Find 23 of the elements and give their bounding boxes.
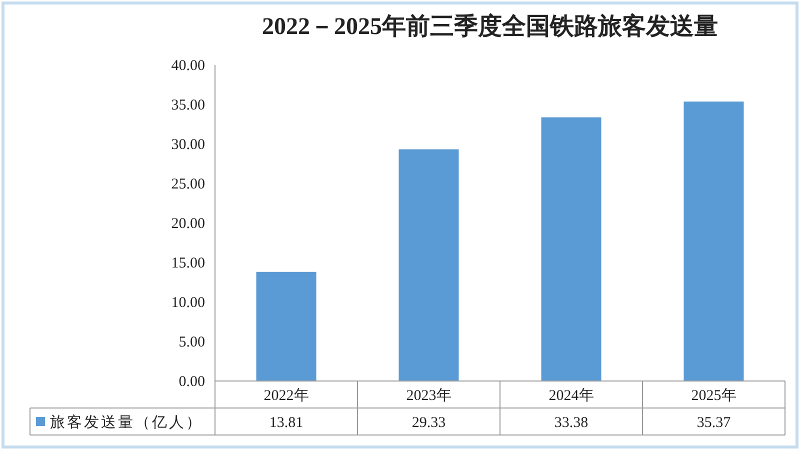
data-label: 33.38 (554, 415, 588, 431)
y-tick-label: 35.00 (171, 98, 205, 114)
x-tick-label: 2022年 (264, 387, 309, 404)
bar (684, 102, 744, 381)
y-tick-label: 30.00 (171, 137, 205, 153)
bar (256, 272, 316, 381)
bar (398, 149, 459, 381)
data-label: 13.81 (269, 415, 304, 431)
y-tick-label: 40.00 (171, 58, 205, 74)
legend-label: 旅客发送量（亿人） (50, 413, 203, 431)
y-tick-label: 10.00 (171, 295, 205, 311)
y-tick-label: 25.00 (171, 176, 205, 192)
data-label: 29.33 (412, 415, 446, 431)
x-tick-label: 2023年 (406, 387, 452, 404)
chart-title: 2022－2025年前三季度全国铁路旅客发送量 (262, 13, 718, 40)
data-label: 35.37 (696, 415, 732, 431)
bar (541, 117, 602, 381)
x-tick-label: 2024年 (548, 387, 594, 404)
y-tick-label: 20.00 (171, 216, 205, 232)
y-tick-label: 0.00 (178, 374, 205, 390)
y-tick-label: 5.00 (178, 334, 205, 350)
x-tick-label: 2025年 (691, 387, 736, 404)
y-tick-label: 15.00 (171, 256, 205, 272)
